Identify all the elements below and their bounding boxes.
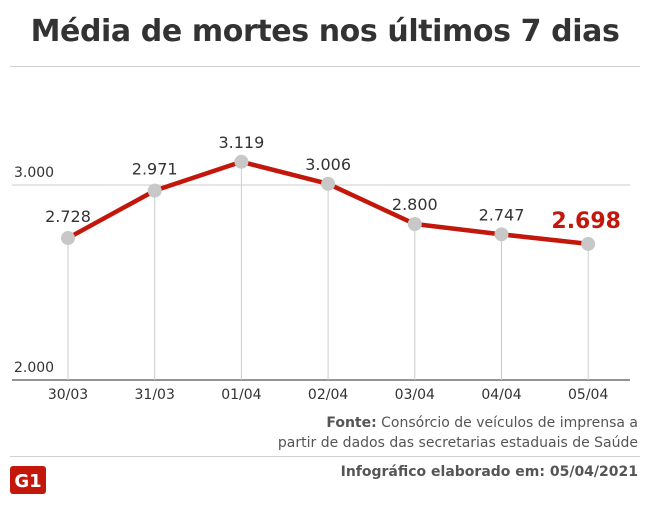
- data-point: [61, 231, 75, 246]
- g1-logo-text: G1: [14, 471, 41, 492]
- x-tick-label: 31/03: [135, 387, 175, 400]
- y-tick-label: 2.000: [14, 360, 54, 376]
- title-divider: [10, 66, 640, 67]
- credit-note: Infográfico elaborado em: 05/04/2021: [341, 464, 638, 480]
- data-point: [581, 236, 596, 251]
- line-chart: 2.000 3.000 2.728 2.971 3.119 3.006 2.800 2.747…: [12, 133, 630, 400]
- y-tick-label: 3.000: [14, 165, 54, 181]
- x-tick-label: 30/03: [48, 387, 88, 400]
- source-text-line2: partir de dados das secretarias estaduai…: [277, 435, 638, 451]
- g1-logo-icon: G1: [10, 466, 46, 494]
- credit-label: Infográfico elaborado em:: [340, 464, 545, 480]
- data-label: 2.728: [45, 207, 91, 226]
- source-note: Fonte: Consórcio de veículos de imprensa…: [278, 413, 638, 453]
- data-label-highlight: 2.698: [551, 209, 621, 234]
- data-label: 2.971: [132, 160, 178, 179]
- data-label: 3.119: [218, 133, 264, 152]
- data-point: [321, 176, 336, 191]
- x-tick-label: 05/04: [568, 387, 608, 400]
- x-tick-label: 04/04: [481, 387, 521, 400]
- x-tick-label: 02/04: [308, 387, 348, 400]
- source-label: Fonte:: [326, 415, 377, 431]
- data-point: [407, 217, 422, 231]
- source-text-line1: Consórcio de veículos de imprensa a: [381, 415, 638, 431]
- data-label: 3.006: [305, 155, 351, 174]
- x-tick-label: 01/04: [221, 387, 261, 400]
- credit-date: 05/04/2021: [549, 464, 638, 480]
- data-label: 2.800: [392, 195, 438, 214]
- data-label: 2.747: [479, 205, 525, 224]
- x-tick-label: 03/04: [395, 387, 435, 400]
- footer-divider: [10, 456, 640, 457]
- data-point: [234, 154, 249, 169]
- chart-title: Média de mortes nos últimos 7 dias: [30, 14, 620, 49]
- data-point: [494, 227, 509, 242]
- data-point: [147, 183, 162, 198]
